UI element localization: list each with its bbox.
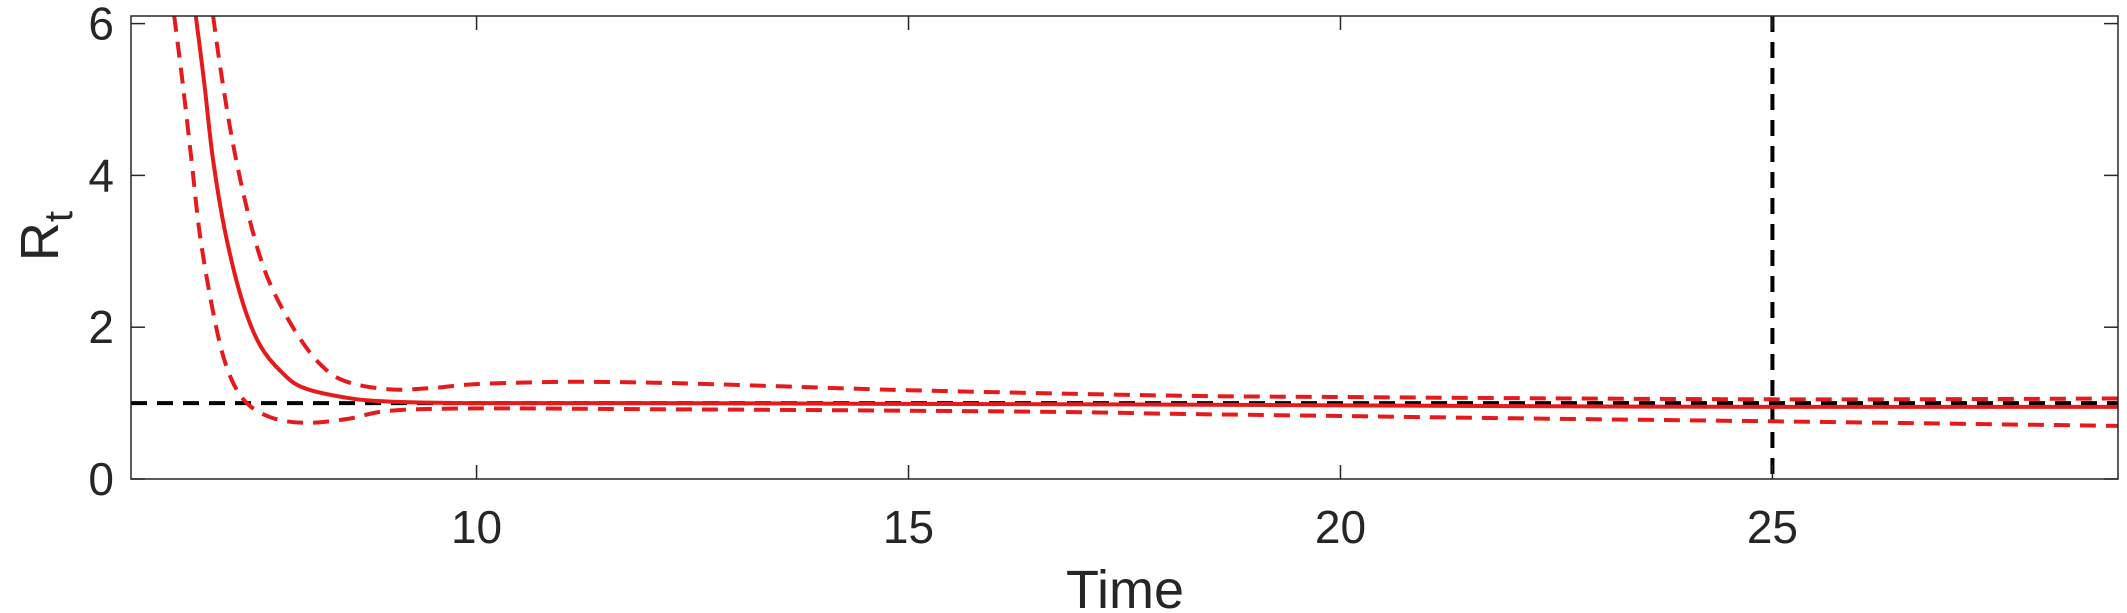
- y-axis-label-subscript: t: [37, 211, 81, 222]
- x-tick-label: 25: [1747, 501, 1798, 553]
- plot-border: [130, 15, 2119, 480]
- y-tick-label: 6: [88, 0, 114, 50]
- series-upper-bound: [211, 16, 2118, 402]
- x-tick-label: 20: [1315, 501, 1366, 553]
- y-tick-label: 4: [88, 149, 114, 201]
- x-tick-label: 15: [883, 501, 934, 553]
- y-axis-label-main: R: [10, 222, 70, 261]
- x-tick-label: 10: [451, 501, 502, 553]
- svg-text:Rt: Rt: [10, 211, 81, 261]
- y-tick-label: 0: [88, 453, 114, 505]
- axes-frame: [130, 15, 2119, 480]
- y-tick-label: 2: [88, 301, 114, 353]
- series-layer: [172, 16, 2118, 428]
- series-estimate: [193, 16, 2118, 409]
- axis-ticks: 10 15 20 25 0 2 4 6: [88, 0, 2118, 553]
- y-axis-label: Rt: [10, 211, 81, 261]
- series-lower-bound: [172, 16, 2118, 428]
- x-axis-label: Time: [1066, 560, 1184, 613]
